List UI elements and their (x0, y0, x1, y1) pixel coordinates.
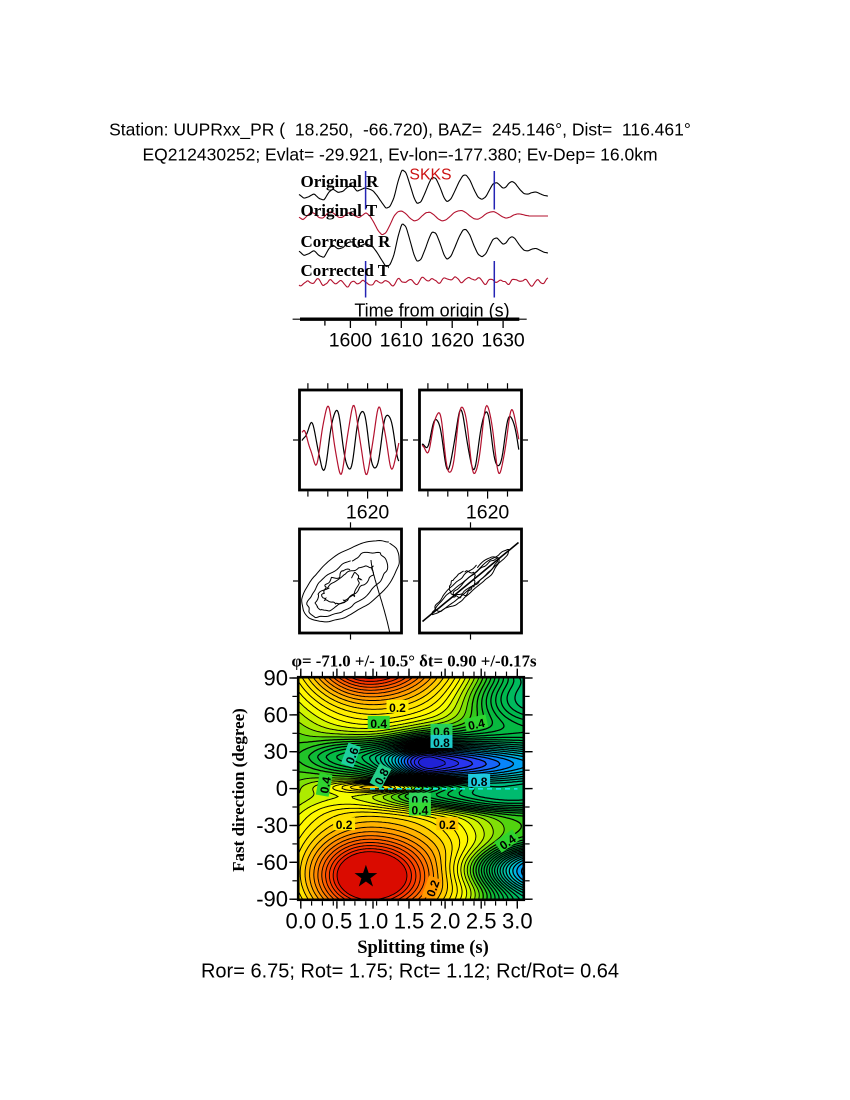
svg-text:Corrected T: Corrected T (301, 261, 390, 280)
svg-text:0.2: 0.2 (389, 701, 406, 715)
svg-text:1.5: 1.5 (394, 909, 425, 934)
svg-text:Original T: Original T (301, 201, 378, 220)
svg-text:1620: 1620 (466, 502, 510, 524)
svg-text:3.0: 3.0 (502, 909, 533, 934)
svg-text:-60: -60 (256, 850, 288, 875)
svg-text:Fast direction (degree): Fast direction (degree) (229, 708, 248, 872)
svg-text:0.2: 0.2 (439, 818, 456, 832)
svg-text:Ror= 6.75; Rot= 1.75; Rct= 1.1: Ror= 6.75; Rot= 1.75; Rct= 1.12; Rct/Rot… (201, 961, 619, 983)
svg-text:0.6: 0.6 (343, 745, 362, 766)
svg-text:-90: -90 (256, 887, 288, 912)
svg-text:1.0: 1.0 (358, 909, 389, 934)
svg-text:0.2: 0.2 (336, 818, 353, 832)
svg-text:1600: 1600 (329, 330, 373, 352)
svg-text:EQ212430252; Evlat= -29.921, E: EQ212430252; Evlat= -29.921, Ev-lon=-177… (142, 145, 657, 165)
svg-text:Station: UUPRxx_PR ( 18.250,: Station: UUPRxx_PR ( 18.250, -66.720), B… (109, 120, 691, 141)
svg-text:0.4: 0.4 (370, 717, 387, 731)
svg-text:0.2: 0.2 (424, 878, 443, 899)
svg-text:60: 60 (264, 702, 288, 727)
svg-text:Splitting time (s): Splitting time (s) (357, 938, 489, 958)
svg-text:Original R: Original R (301, 172, 380, 191)
svg-text:-30: -30 (256, 813, 288, 838)
svg-text:1610: 1610 (380, 330, 424, 352)
svg-text:0.4: 0.4 (317, 775, 334, 794)
svg-text:Time from origin (s): Time from origin (s) (354, 301, 509, 321)
svg-text:φ= -71.0 +/- 10.5° δt= 0.90 +/: φ= -71.0 +/- 10.5° δt= 0.90 +/-0.17s (292, 652, 537, 671)
svg-text:0.8: 0.8 (433, 736, 450, 750)
svg-text:0.0: 0.0 (286, 909, 317, 934)
svg-text:0.4: 0.4 (467, 716, 487, 733)
svg-text:0: 0 (276, 776, 288, 801)
svg-text:90: 90 (264, 666, 288, 691)
svg-text:1620: 1620 (346, 502, 390, 524)
svg-text:1620: 1620 (431, 330, 475, 352)
svg-text:2.0: 2.0 (430, 909, 461, 934)
svg-text:SKKS: SKKS (409, 167, 451, 184)
svg-text:30: 30 (264, 739, 288, 764)
svg-text:0.5: 0.5 (322, 909, 353, 934)
svg-text:2.5: 2.5 (466, 909, 497, 934)
svg-text:1630: 1630 (481, 330, 525, 352)
svg-text:Corrected R: Corrected R (301, 232, 392, 251)
svg-text:0.8: 0.8 (471, 775, 488, 789)
svg-text:0.4: 0.4 (412, 804, 429, 818)
